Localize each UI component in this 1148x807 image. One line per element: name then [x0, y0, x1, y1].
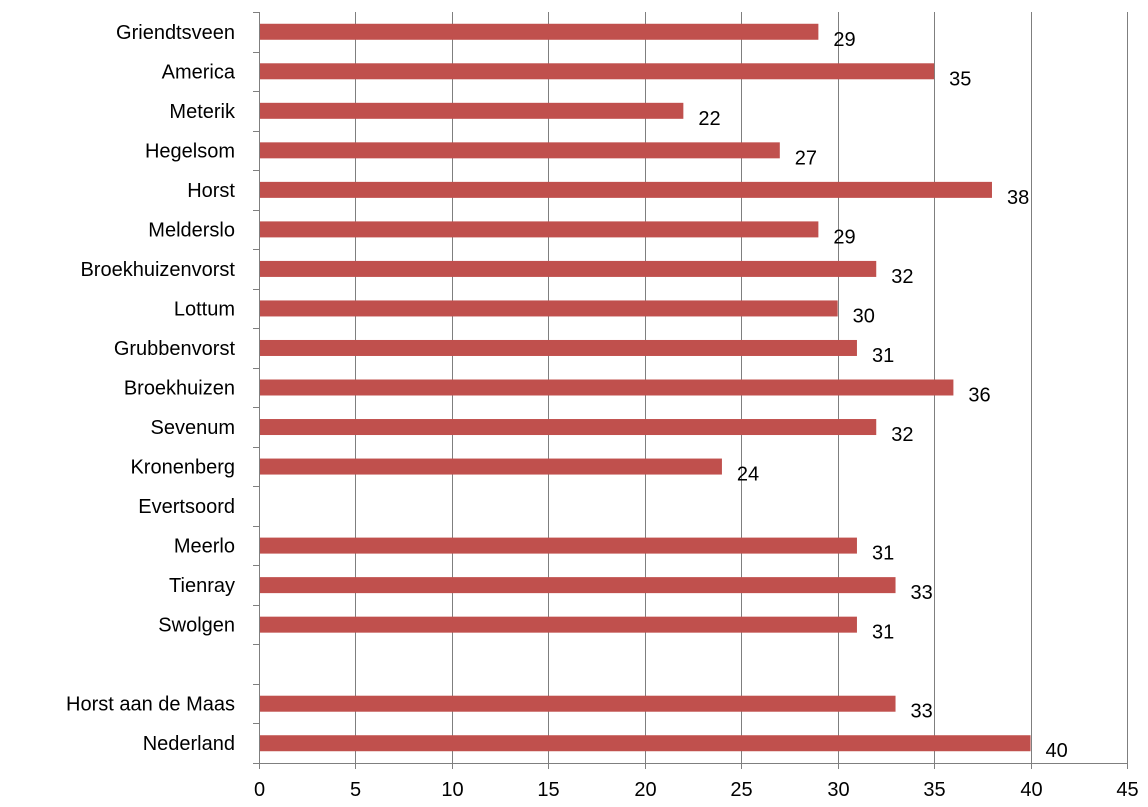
category-label: Kronenberg: [130, 457, 235, 479]
bar: [260, 735, 1031, 752]
bar: [260, 142, 780, 159]
bar: [260, 537, 857, 554]
category-label: Broekhuizenvorst: [80, 259, 235, 281]
bar: [260, 616, 857, 633]
data-label: 30: [853, 305, 875, 327]
data-label: 31: [872, 345, 894, 367]
x-tick-label: 20: [634, 779, 656, 801]
category-label: Hegelsom: [145, 140, 235, 162]
category-label: America: [162, 61, 236, 83]
category-label: Horst: [187, 180, 235, 202]
data-label: 29: [833, 226, 855, 248]
bar: [260, 221, 819, 238]
category-label: Sevenum: [151, 417, 236, 439]
category-label: Tienray: [169, 575, 235, 597]
category-label: Swolgen: [158, 615, 235, 637]
bar: [260, 339, 857, 356]
bar: [260, 23, 819, 40]
bar: [260, 695, 896, 712]
bars: [260, 23, 1031, 752]
x-tick-label: 0: [254, 779, 265, 801]
x-tick-label: 45: [1116, 779, 1138, 801]
category-label: Melderslo: [148, 219, 235, 241]
bar: [260, 181, 992, 198]
x-tick-label: 15: [537, 779, 559, 801]
category-label: Broekhuizen: [124, 378, 235, 400]
x-tick-label: 5: [350, 779, 361, 801]
data-label: 33: [911, 701, 933, 723]
category-label: Horst aan de Maas: [66, 694, 235, 716]
bar: [260, 300, 838, 317]
x-tick-label: 35: [923, 779, 945, 801]
data-label: 22: [698, 108, 720, 130]
data-label: 35: [949, 68, 971, 90]
category-label: Grubbenvorst: [114, 338, 236, 360]
data-label: 40: [1046, 740, 1068, 762]
category-label: Meerlo: [174, 536, 235, 558]
bar: [260, 63, 935, 80]
axes: [253, 12, 1128, 769]
x-tick-label: 25: [730, 779, 752, 801]
category-label: Meterik: [169, 101, 236, 123]
category-label: Evertsoord: [138, 496, 235, 518]
category-label: Nederland: [143, 733, 235, 755]
x-tick-label: 30: [827, 779, 849, 801]
data-label: 33: [911, 582, 933, 604]
data-label: 31: [872, 622, 894, 644]
data-label: 36: [968, 385, 990, 407]
data-label: 32: [891, 424, 913, 446]
x-tick-label: 40: [1020, 779, 1042, 801]
data-label: 27: [795, 147, 817, 169]
labels: 0 5 10 15 20 25 30 35 40 45 Griendtsveen 29 America 3…: [66, 22, 1139, 801]
bar: [260, 260, 877, 277]
bar: [260, 577, 896, 594]
bar: [260, 379, 954, 396]
data-label: 29: [833, 29, 855, 51]
category-label: Griendtsveen: [116, 22, 235, 44]
data-label: 32: [891, 266, 913, 288]
bar: [260, 458, 722, 475]
bar: [260, 102, 684, 119]
bar: [260, 419, 877, 436]
category-label: Lottum: [174, 298, 235, 320]
data-label: 31: [872, 543, 894, 565]
data-label: 38: [1007, 187, 1029, 209]
data-label: 24: [737, 464, 759, 486]
x-tick-label: 10: [441, 779, 463, 801]
